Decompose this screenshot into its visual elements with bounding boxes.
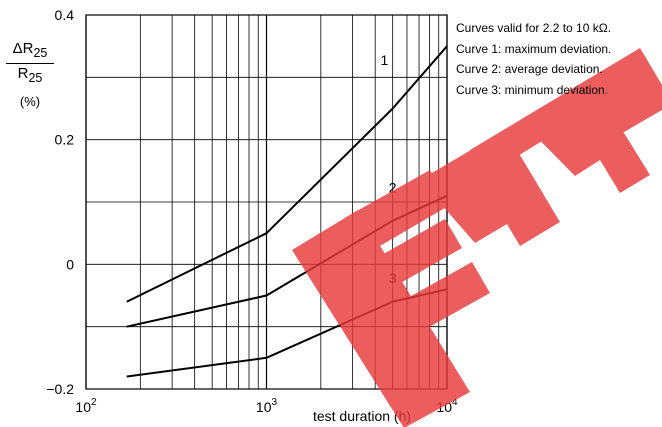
x-tick-exponent: 4 bbox=[452, 397, 458, 408]
y-axis-unit: (%) bbox=[19, 94, 41, 109]
y-label-r: R bbox=[17, 65, 29, 82]
curve-2-label: 2 bbox=[389, 180, 397, 196]
note-curve-3: Curve 3: minimum deviation. bbox=[456, 82, 609, 97]
curve-1-line bbox=[126, 45, 448, 303]
note-validity: Curves valid for 2.2 to 10 kΩ. bbox=[456, 21, 612, 35]
chart-notes: Curves valid for 2.2 to 10 kΩ. Curve 1: … bbox=[456, 18, 611, 100]
x-axis-label: test duration (h) bbox=[313, 408, 411, 424]
y-tick-label: 0.4 bbox=[55, 7, 75, 23]
curve-1-label: 1 bbox=[381, 52, 389, 68]
y-axis-label-denominator: R25 bbox=[6, 63, 54, 85]
x-tick-base: 10 bbox=[256, 399, 272, 415]
y-tick-labels: −0.2 0 0.2 0.4 bbox=[46, 7, 74, 397]
x-tick-exponent: 2 bbox=[91, 397, 97, 408]
y-label-den-subscript: 25 bbox=[28, 71, 43, 85]
y-axis-label-numerator: ΔR25 bbox=[6, 40, 54, 60]
y-tick-label: −0.2 bbox=[46, 381, 74, 397]
eepw-watermark-logo bbox=[292, 48, 662, 427]
x-tick-label: 103 bbox=[256, 397, 278, 415]
x-tick-exponent: 3 bbox=[272, 397, 278, 408]
y-tick-label: 0.2 bbox=[55, 132, 75, 148]
note-curve-1: Curve 1: maximum deviation. bbox=[456, 41, 612, 56]
x-tick-base: 10 bbox=[75, 399, 91, 415]
y-label-delta-r: ΔR bbox=[12, 40, 34, 57]
x-tick-label: 102 bbox=[75, 397, 97, 415]
y-tick-label: 0 bbox=[66, 256, 74, 272]
note-curve-2: Curve 2: average deviation. bbox=[456, 62, 603, 76]
y-label-num-subscript: 25 bbox=[33, 46, 48, 60]
